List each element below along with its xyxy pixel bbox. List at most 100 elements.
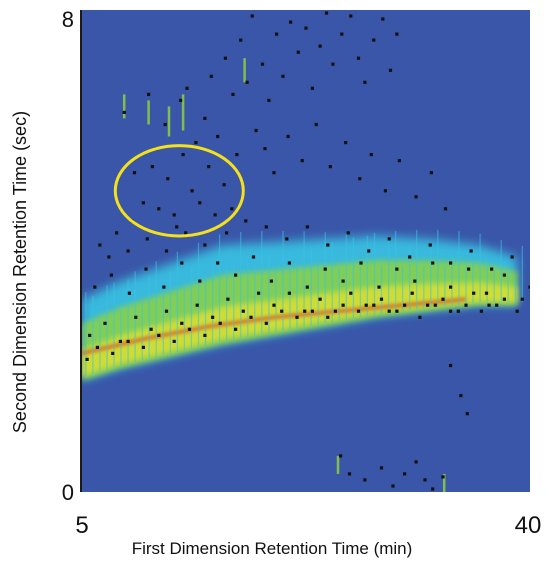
data-point: [241, 309, 245, 313]
data-point: [346, 231, 350, 235]
data-point: [239, 38, 243, 42]
data-point: [304, 26, 308, 30]
data-point: [235, 153, 239, 157]
data-point: [216, 134, 220, 139]
data-point: [185, 86, 189, 90]
data-point: [263, 147, 267, 151]
data-point: [218, 321, 222, 325]
data-point: [190, 189, 194, 193]
data-point: [175, 225, 179, 229]
data-point: [528, 285, 530, 289]
data-point: [323, 267, 327, 271]
data-point: [179, 98, 183, 102]
data-point: [391, 484, 395, 488]
data-point: [449, 363, 453, 368]
data-point: [326, 243, 330, 247]
data-point: [272, 303, 276, 307]
data-point: [387, 309, 391, 313]
data-point: [122, 110, 126, 114]
data-point: [372, 303, 376, 307]
data-point: [359, 261, 363, 265]
data-point: [326, 315, 330, 319]
data-point: [428, 243, 432, 247]
data-point: [456, 309, 460, 313]
data-point: [272, 171, 276, 175]
data-point: [166, 177, 170, 181]
axes: [80, 10, 530, 492]
data-point: [226, 297, 230, 301]
data-point: [431, 487, 435, 491]
data-point: [469, 249, 473, 253]
data-point: [414, 195, 418, 199]
data-point: [95, 345, 99, 349]
data-point: [213, 213, 217, 217]
data-point: [459, 394, 463, 398]
data-point: [222, 183, 226, 187]
data-point: [388, 68, 393, 72]
data-point: [223, 56, 227, 60]
data-point: [413, 279, 417, 283]
data-point: [98, 243, 102, 247]
data-point: [423, 478, 427, 482]
data-point: [403, 472, 407, 476]
data-point: [280, 309, 284, 313]
data-point: [145, 237, 149, 241]
data-point: [180, 261, 184, 265]
data-point: [115, 231, 119, 235]
data-point: [285, 237, 289, 241]
data-point: [395, 267, 399, 271]
data-point: [495, 303, 499, 307]
data-point: [207, 165, 211, 169]
data-point: [487, 303, 491, 307]
data-point: [328, 165, 332, 169]
data-point: [379, 297, 384, 301]
data-point: [180, 321, 184, 325]
data-point: [264, 225, 268, 229]
data-point: [127, 291, 131, 295]
data-point: [88, 333, 92, 337]
data-point: [358, 177, 362, 181]
data-point: [141, 201, 145, 205]
data-point: [198, 201, 202, 205]
data-point: [372, 38, 376, 42]
data-point: [289, 20, 293, 24]
data-point: [395, 32, 399, 36]
data-point: [85, 357, 89, 361]
data-point: [303, 309, 307, 313]
data-point: [203, 333, 207, 337]
data-point: [377, 285, 381, 289]
data-point: [408, 255, 412, 259]
data-point: [254, 128, 258, 133]
data-point: [203, 243, 207, 247]
data-point: [340, 32, 344, 36]
data-point: [260, 62, 265, 66]
data-point: [164, 249, 169, 253]
data-point: [433, 303, 437, 307]
data-point: [93, 285, 97, 289]
data-point: [387, 237, 391, 241]
data-point: [449, 261, 453, 265]
data-point: [449, 285, 453, 289]
data-point: [134, 315, 138, 319]
data-point: [216, 261, 220, 265]
data-point: [162, 285, 166, 289]
data-point: [141, 345, 145, 349]
data-point: [230, 207, 234, 211]
data-point: [331, 62, 335, 66]
data-point: [341, 279, 345, 283]
data-point: [126, 339, 130, 343]
highlight-ellipse: [113, 144, 245, 238]
data-point: [426, 303, 430, 307]
data-point: [464, 303, 468, 307]
data-point: [510, 255, 514, 259]
data-point: [245, 80, 249, 84]
data-point: [339, 454, 343, 458]
data-point: [144, 267, 148, 271]
data-point: [296, 50, 300, 54]
data-point: [209, 74, 213, 78]
data-point: [310, 86, 314, 90]
data-point: [286, 134, 290, 139]
data-point: [267, 98, 271, 102]
data-point: [465, 412, 469, 416]
